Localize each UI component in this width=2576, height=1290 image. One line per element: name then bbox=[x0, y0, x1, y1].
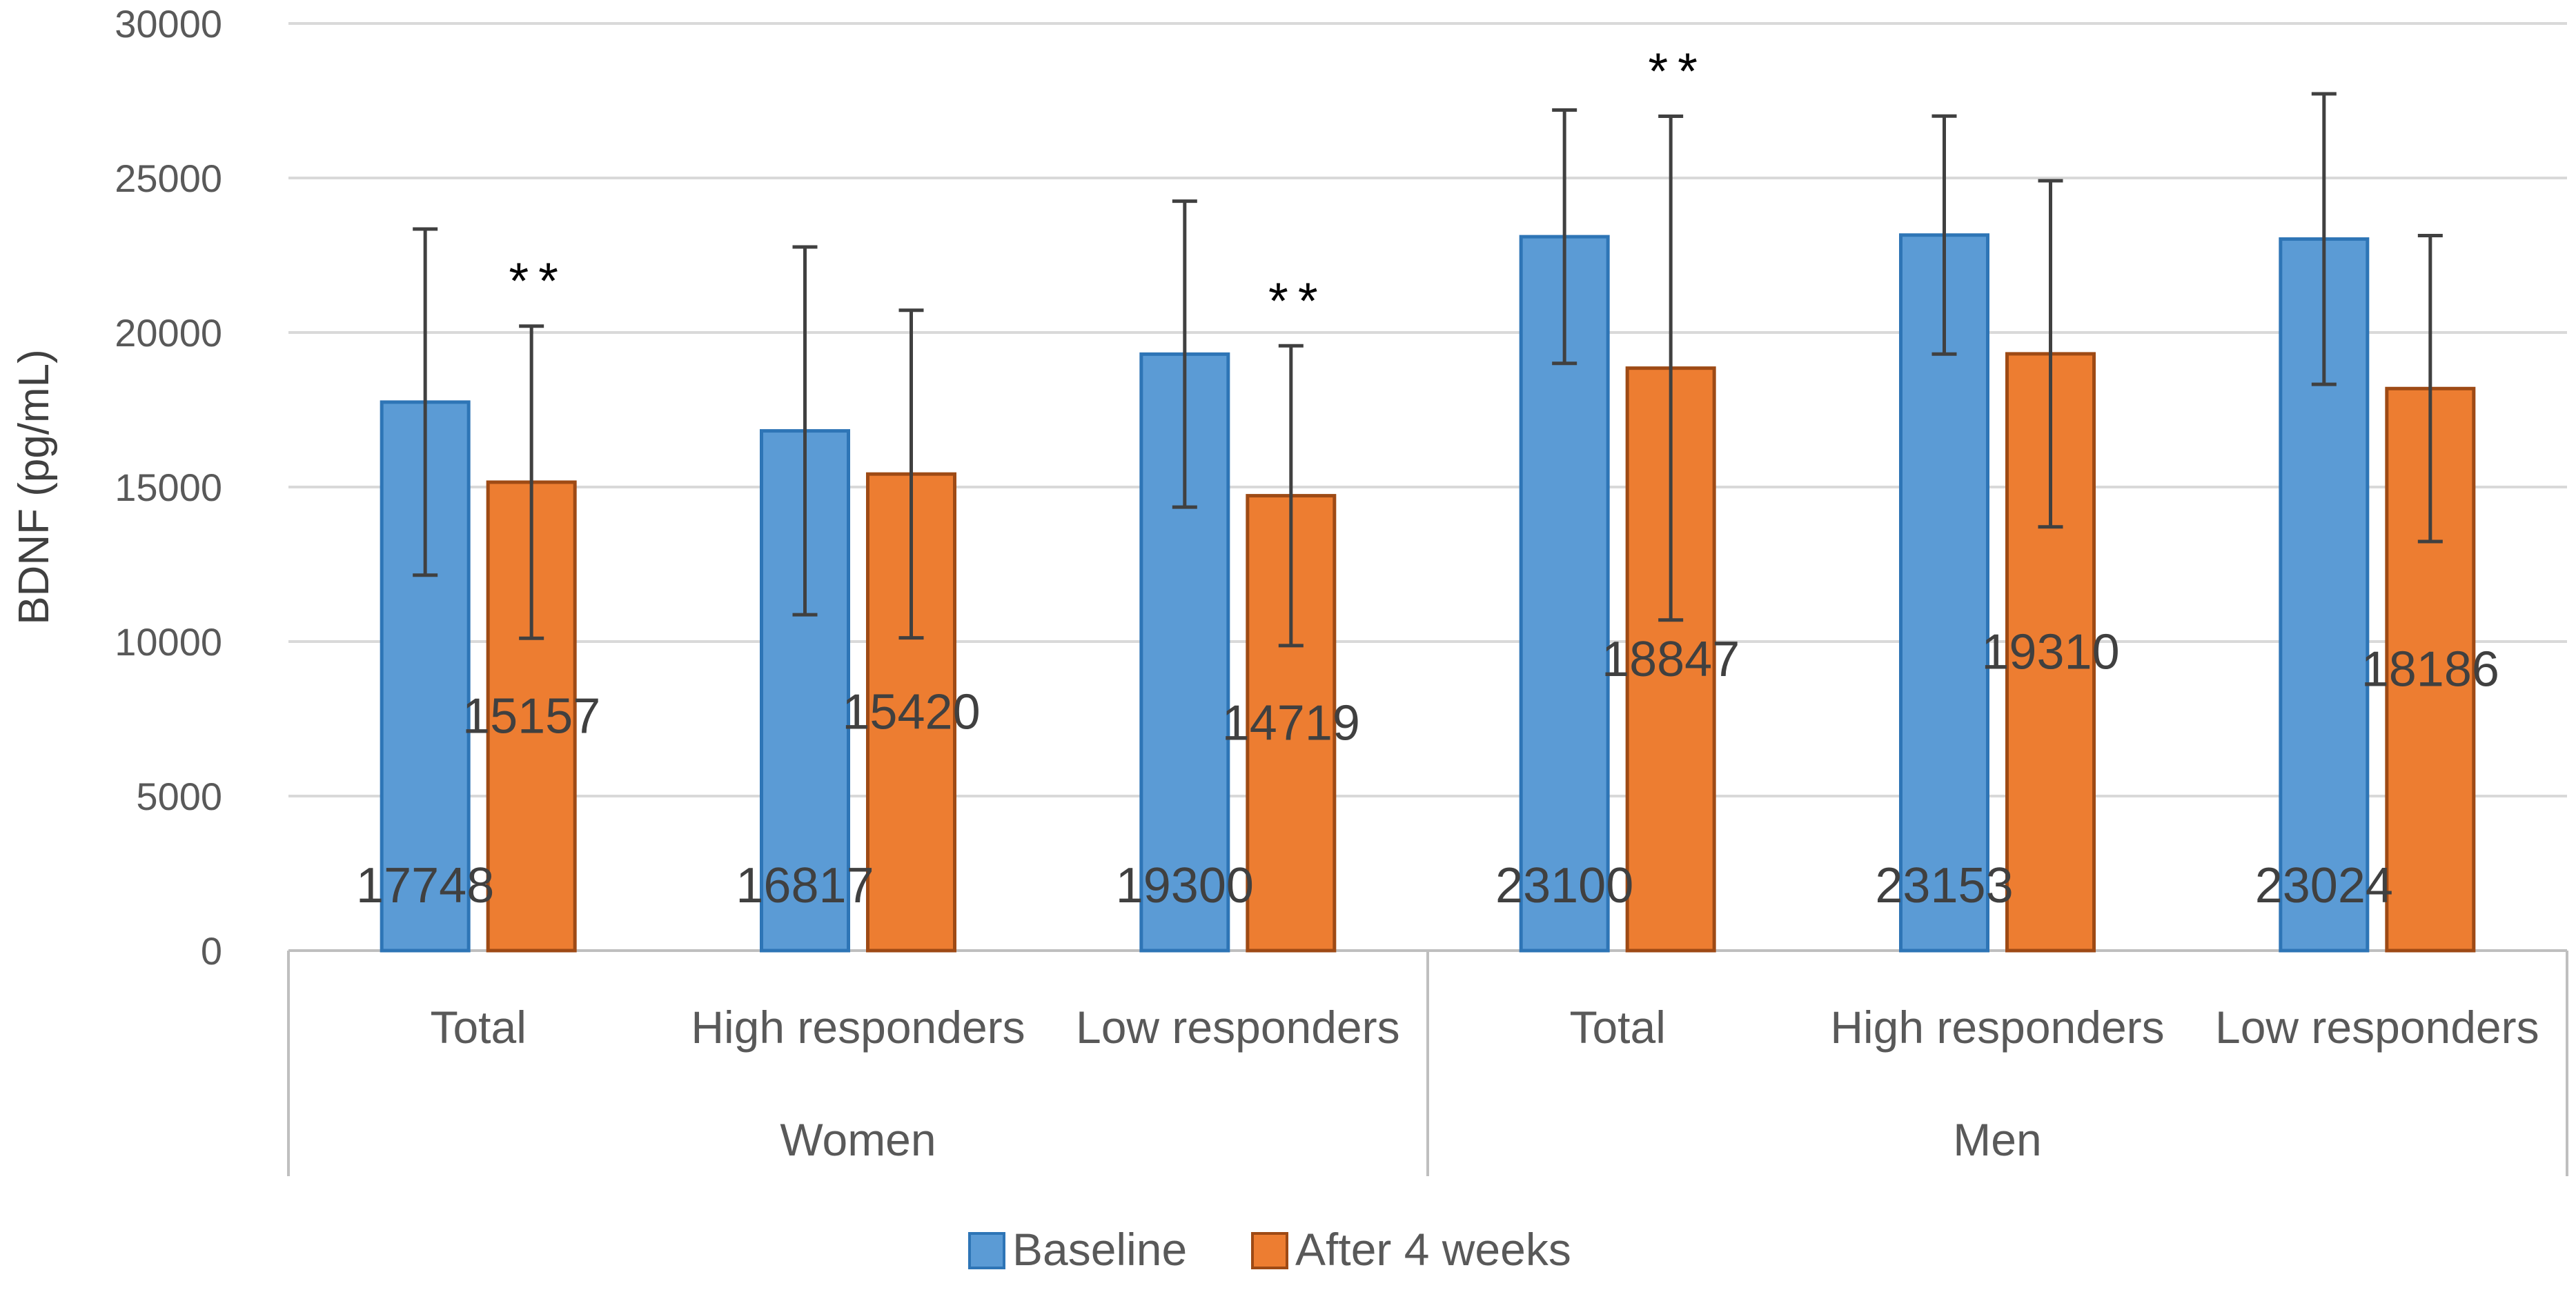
y-tick-label: 0 bbox=[201, 929, 222, 973]
value-label: 19300 bbox=[1116, 858, 1254, 913]
value-label: 18847 bbox=[1602, 632, 1740, 687]
value-label: 23100 bbox=[1495, 858, 1633, 913]
group-label: Women bbox=[780, 1114, 936, 1165]
y-axis-title: BDNF (pg/mL) bbox=[10, 349, 58, 625]
significance-marker: ** bbox=[1648, 43, 1707, 100]
y-tick-label: 5000 bbox=[136, 775, 222, 818]
y-tick-label: 25000 bbox=[115, 157, 222, 200]
legend-swatch-baseline bbox=[968, 1232, 1005, 1269]
value-label: 17748 bbox=[356, 858, 494, 913]
category-label: High responders bbox=[691, 1002, 1025, 1053]
category-label: Total bbox=[1569, 1002, 1665, 1053]
legend-swatch-after-4-weeks bbox=[1251, 1232, 1288, 1269]
value-label: 23153 bbox=[1875, 858, 2013, 913]
y-tick-label: 30000 bbox=[115, 2, 222, 46]
significance-marker: ** bbox=[509, 252, 568, 310]
category-label: Low responders bbox=[2215, 1002, 2539, 1053]
legend: Baseline After 4 weeks bbox=[968, 1224, 1571, 1275]
significance-marker: ** bbox=[1268, 272, 1328, 329]
category-label: High responders bbox=[1830, 1002, 2164, 1053]
value-label: 15420 bbox=[842, 685, 980, 740]
y-tick-label: 15000 bbox=[115, 466, 222, 509]
value-label: 15157 bbox=[462, 688, 600, 744]
value-label: 14719 bbox=[1222, 695, 1360, 751]
legend-label: After 4 weeks bbox=[1295, 1224, 1571, 1275]
labels: 17748 15157 16817 15420 19300 14719 23100 18847… bbox=[356, 43, 2499, 913]
gridlines bbox=[288, 22, 2567, 797]
axes: 0 5000 10000 15000 20000 25000 30000 BDNF (pg/m… bbox=[10, 2, 2568, 1176]
group-label: Men bbox=[1953, 1114, 2041, 1165]
y-tick-label: 10000 bbox=[115, 620, 222, 664]
bars bbox=[380, 92, 2476, 953]
y-tick-label: 20000 bbox=[115, 311, 222, 355]
value-label: 18186 bbox=[2361, 642, 2499, 697]
category-label: Total bbox=[430, 1002, 526, 1053]
value-label: 23024 bbox=[2255, 858, 2393, 913]
legend-label: Baseline bbox=[1012, 1224, 1187, 1275]
category-label: Low responders bbox=[1076, 1002, 1400, 1053]
value-label: 16817 bbox=[736, 858, 874, 913]
value-label: 19310 bbox=[1981, 624, 2119, 679]
